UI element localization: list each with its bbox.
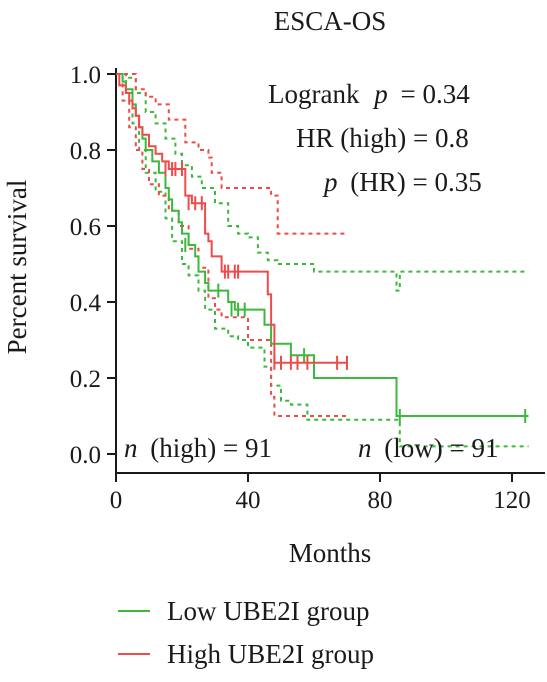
n-high-symbol: n	[124, 433, 138, 463]
legend: Low UBE2I group High UBE2I group	[118, 596, 374, 669]
n-low-symbol: n	[358, 433, 372, 463]
chart-title: ESCA-OS	[274, 6, 387, 36]
logrank-p-value: = 0.34	[400, 79, 470, 109]
y-ticks: 0.0 0.2 0.4 0.6 0.8 1.0	[70, 62, 116, 469]
y-tick-label: 0.4	[70, 290, 102, 317]
hr-annotation: HR (high) = 0.8	[296, 123, 469, 153]
x-ticks: 0 40 80 120	[110, 473, 531, 514]
x-tick-label: 0	[110, 487, 123, 514]
logrank-annotation: Logrank p = 0.34	[268, 79, 470, 109]
hr-p-value: (HR) = 0.35	[350, 167, 481, 197]
low-ci-lower-line	[116, 73, 529, 448]
logrank-label: Logrank	[268, 79, 360, 109]
plot-series	[116, 73, 529, 448]
low-ci-upper-line	[116, 73, 529, 292]
x-axis-label: Months	[289, 538, 372, 568]
y-tick-label: 0.6	[70, 214, 101, 241]
y-tick-label: 0.2	[70, 366, 101, 393]
hr-p-annotation: p (HR) = 0.35	[322, 167, 482, 197]
x-tick-label: 80	[368, 487, 393, 514]
n-low-value: (low) = 91	[384, 433, 498, 463]
n-high-annotation: n (high) = 91	[124, 433, 272, 463]
legend-label-low: Low UBE2I group	[167, 596, 369, 626]
hr-p-symbol: p	[322, 167, 338, 197]
y-tick-label: 1.0	[70, 62, 101, 89]
logrank-p-symbol: p	[372, 79, 388, 109]
n-low-annotation: n (low) = 91	[358, 433, 498, 463]
y-axis-label: Percent survival	[2, 180, 32, 355]
high-survival-curve	[116, 73, 347, 364]
legend-label-high: High UBE2I group	[167, 639, 374, 669]
x-tick-label: 40	[236, 487, 261, 514]
y-tick-label: 0.8	[70, 138, 101, 165]
n-high-value: (high) = 91	[150, 433, 272, 463]
x-tick-label: 120	[493, 487, 531, 514]
high-ci-lower-line	[116, 73, 347, 417]
y-tick-label: 0.0	[70, 442, 101, 469]
